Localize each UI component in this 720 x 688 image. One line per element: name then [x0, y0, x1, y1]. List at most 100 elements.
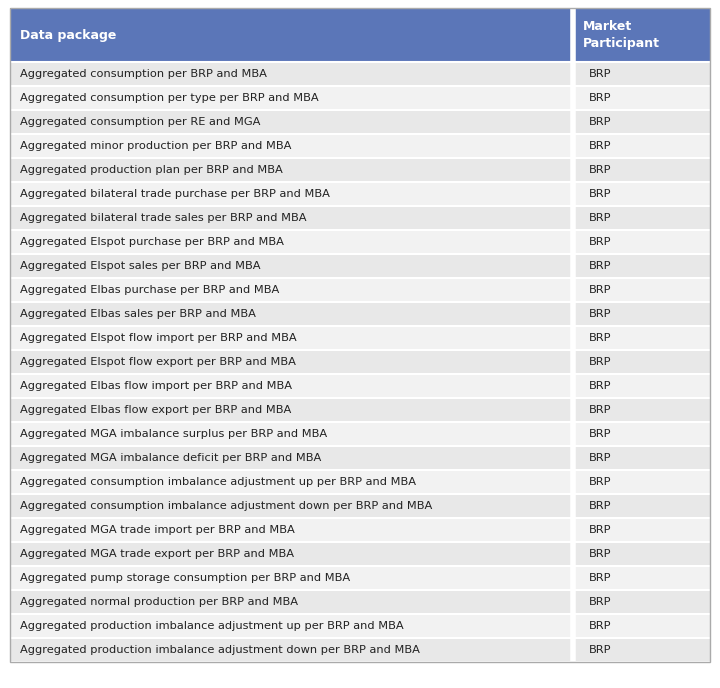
Bar [10, 494, 571, 518]
Text: Aggregated Elbas flow export per BRP and MBA: Aggregated Elbas flow export per BRP and… [20, 405, 292, 415]
Bar [10, 158, 571, 182]
Bar [575, 302, 710, 326]
Bar [575, 446, 710, 470]
Bar [10, 230, 571, 254]
Text: Aggregated Elspot sales per BRP and MBA: Aggregated Elspot sales per BRP and MBA [20, 261, 261, 271]
Bar [575, 254, 710, 278]
Text: Aggregated Elbas purchase per BRP and MBA: Aggregated Elbas purchase per BRP and MB… [20, 285, 279, 295]
Bar [10, 590, 571, 614]
Text: Aggregated pump storage consumption per BRP and MBA: Aggregated pump storage consumption per … [20, 573, 350, 583]
Bar [10, 566, 571, 590]
Text: BRP: BRP [589, 645, 611, 655]
Text: Aggregated bilateral trade purchase per BRP and MBA: Aggregated bilateral trade purchase per … [20, 189, 330, 199]
Bar [575, 638, 710, 662]
Bar [575, 8, 710, 62]
Bar [10, 8, 571, 62]
Bar [575, 86, 710, 110]
Text: Aggregated MGA imbalance surplus per BRP and MBA: Aggregated MGA imbalance surplus per BRP… [20, 429, 327, 439]
Text: Aggregated consumption per BRP and MBA: Aggregated consumption per BRP and MBA [20, 69, 267, 79]
Text: BRP: BRP [589, 573, 611, 583]
Text: Aggregated MGA trade export per BRP and MBA: Aggregated MGA trade export per BRP and … [20, 549, 294, 559]
Bar [10, 374, 571, 398]
Text: Aggregated consumption per RE and MGA: Aggregated consumption per RE and MGA [20, 117, 261, 127]
Bar [10, 326, 571, 350]
Bar [575, 326, 710, 350]
Text: BRP: BRP [589, 381, 611, 391]
Text: Aggregated consumption per type per BRP and MBA: Aggregated consumption per type per BRP … [20, 93, 319, 103]
Bar [575, 518, 710, 542]
Bar [10, 422, 571, 446]
Text: BRP: BRP [589, 261, 611, 271]
Text: Market
Participant: Market Participant [583, 21, 660, 50]
Text: Aggregated bilateral trade sales per BRP and MBA: Aggregated bilateral trade sales per BRP… [20, 213, 307, 223]
Text: Aggregated production plan per BRP and MBA: Aggregated production plan per BRP and M… [20, 165, 283, 175]
Text: BRP: BRP [589, 357, 611, 367]
Bar [575, 566, 710, 590]
Bar [10, 62, 571, 86]
Text: BRP: BRP [589, 213, 611, 223]
Text: Aggregated normal production per BRP and MBA: Aggregated normal production per BRP and… [20, 597, 298, 607]
Text: BRP: BRP [589, 405, 611, 415]
Bar [575, 350, 710, 374]
Bar [575, 278, 710, 302]
Text: Data package: Data package [20, 28, 117, 41]
Text: Aggregated Elbas sales per BRP and MBA: Aggregated Elbas sales per BRP and MBA [20, 309, 256, 319]
Bar [10, 278, 571, 302]
Bar [10, 638, 571, 662]
Bar [10, 110, 571, 134]
Text: Aggregated consumption imbalance adjustment down per BRP and MBA: Aggregated consumption imbalance adjustm… [20, 501, 432, 511]
Bar [10, 614, 571, 638]
Bar [10, 518, 571, 542]
Text: Aggregated minor production per BRP and MBA: Aggregated minor production per BRP and … [20, 141, 292, 151]
Bar [10, 470, 571, 494]
Text: BRP: BRP [589, 93, 611, 103]
Text: Aggregated production imbalance adjustment down per BRP and MBA: Aggregated production imbalance adjustme… [20, 645, 420, 655]
Text: BRP: BRP [589, 333, 611, 343]
Text: BRP: BRP [589, 237, 611, 247]
Text: BRP: BRP [589, 69, 611, 79]
Text: BRP: BRP [589, 285, 611, 295]
Bar [10, 254, 571, 278]
Text: Aggregated Elspot purchase per BRP and MBA: Aggregated Elspot purchase per BRP and M… [20, 237, 284, 247]
Text: BRP: BRP [589, 525, 611, 535]
Bar [575, 134, 710, 158]
Text: BRP: BRP [589, 141, 611, 151]
Bar [10, 446, 571, 470]
Bar [575, 422, 710, 446]
Bar [575, 206, 710, 230]
Bar [575, 110, 710, 134]
Bar [10, 398, 571, 422]
Bar [10, 86, 571, 110]
Text: BRP: BRP [589, 549, 611, 559]
Text: BRP: BRP [589, 429, 611, 439]
Bar [10, 134, 571, 158]
Bar [575, 182, 710, 206]
Text: Aggregated consumption imbalance adjustment up per BRP and MBA: Aggregated consumption imbalance adjustm… [20, 477, 416, 487]
Text: Aggregated MGA trade import per BRP and MBA: Aggregated MGA trade import per BRP and … [20, 525, 294, 535]
Text: Aggregated Elbas flow import per BRP and MBA: Aggregated Elbas flow import per BRP and… [20, 381, 292, 391]
Text: BRP: BRP [589, 597, 611, 607]
Bar [575, 494, 710, 518]
Text: BRP: BRP [589, 309, 611, 319]
Text: BRP: BRP [589, 165, 611, 175]
Bar [10, 542, 571, 566]
Bar [575, 374, 710, 398]
Text: Aggregated Elspot flow import per BRP and MBA: Aggregated Elspot flow import per BRP an… [20, 333, 297, 343]
Bar [575, 62, 710, 86]
Text: BRP: BRP [589, 477, 611, 487]
Bar [575, 398, 710, 422]
Bar [575, 470, 710, 494]
Bar [575, 590, 710, 614]
Text: Aggregated MGA imbalance deficit per BRP and MBA: Aggregated MGA imbalance deficit per BRP… [20, 453, 321, 463]
Bar [10, 206, 571, 230]
Bar [10, 182, 571, 206]
Text: Aggregated Elspot flow export per BRP and MBA: Aggregated Elspot flow export per BRP an… [20, 357, 296, 367]
Bar [10, 302, 571, 326]
Text: Aggregated production imbalance adjustment up per BRP and MBA: Aggregated production imbalance adjustme… [20, 621, 404, 631]
Text: BRP: BRP [589, 501, 611, 511]
Bar [10, 350, 571, 374]
Bar [575, 230, 710, 254]
Text: BRP: BRP [589, 621, 611, 631]
Text: BRP: BRP [589, 453, 611, 463]
Bar [575, 542, 710, 566]
